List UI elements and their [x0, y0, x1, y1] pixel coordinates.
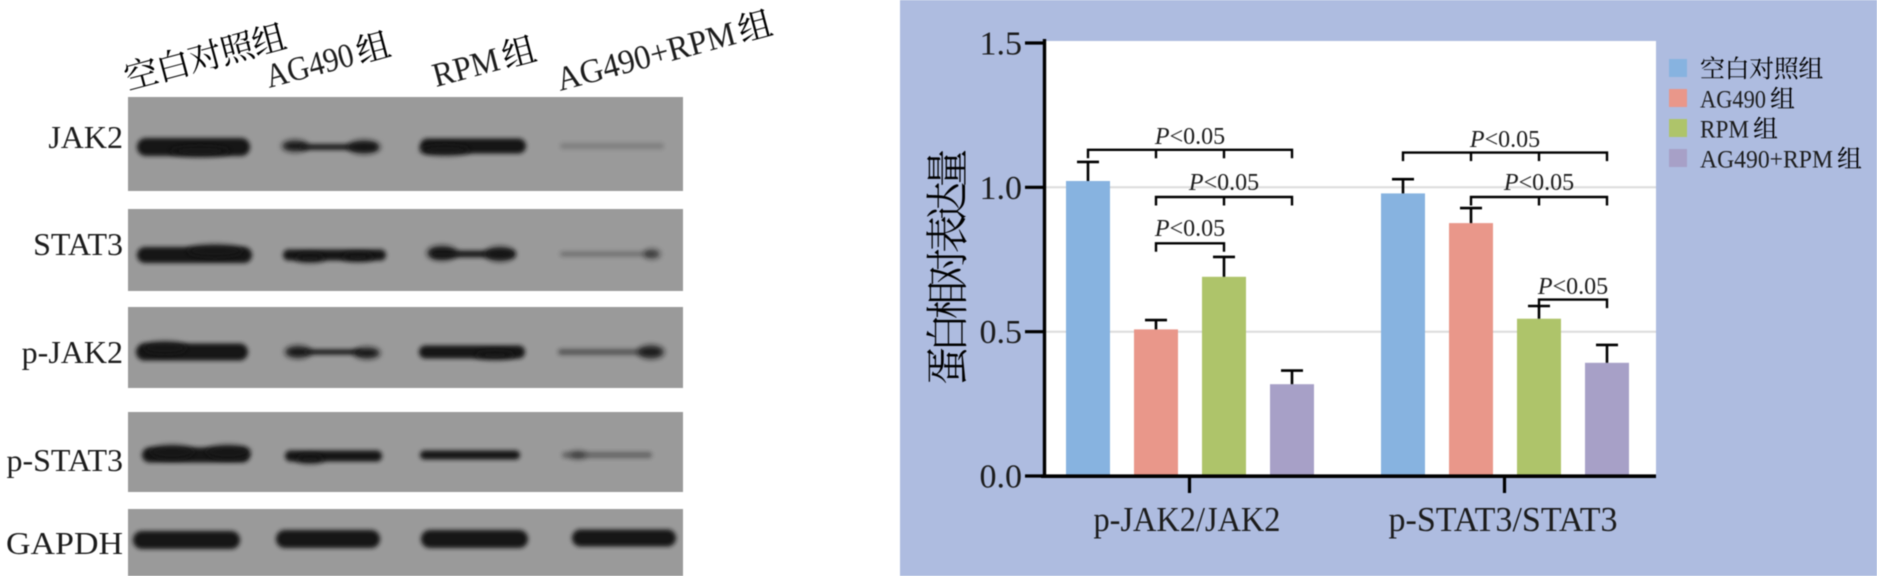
svg-text:1.0: 1.0 — [980, 170, 1023, 207]
svg-text:AG490: AG490 — [1700, 86, 1766, 113]
svg-text:P<0.05: P<0.05 — [1188, 170, 1259, 196]
svg-text:p-JAK2: p-JAK2 — [22, 334, 123, 370]
svg-text:P<0.05: P<0.05 — [1154, 124, 1225, 150]
svg-text:AG490+RPM: AG490+RPM — [1700, 146, 1833, 173]
svg-text:STAT3: STAT3 — [33, 226, 123, 262]
svg-text:p-STAT3: p-STAT3 — [6, 442, 123, 478]
svg-text:P<0.05: P<0.05 — [1503, 170, 1574, 196]
svg-text:p-JAK2/JAK2: p-JAK2/JAK2 — [1094, 500, 1281, 539]
svg-text:JAK2: JAK2 — [48, 119, 123, 155]
svg-text:GAPDH: GAPDH — [6, 525, 123, 561]
svg-text:P<0.05: P<0.05 — [1537, 274, 1608, 300]
svg-text:0.5: 0.5 — [980, 314, 1023, 351]
svg-text:P<0.05: P<0.05 — [1154, 216, 1225, 242]
svg-text:P<0.05: P<0.05 — [1469, 127, 1540, 153]
svg-text:RPM: RPM — [1700, 116, 1749, 143]
svg-text:0.0: 0.0 — [980, 459, 1023, 496]
svg-text:p-STAT3/STAT3: p-STAT3/STAT3 — [1389, 500, 1618, 539]
svg-text:1.5: 1.5 — [980, 26, 1023, 63]
